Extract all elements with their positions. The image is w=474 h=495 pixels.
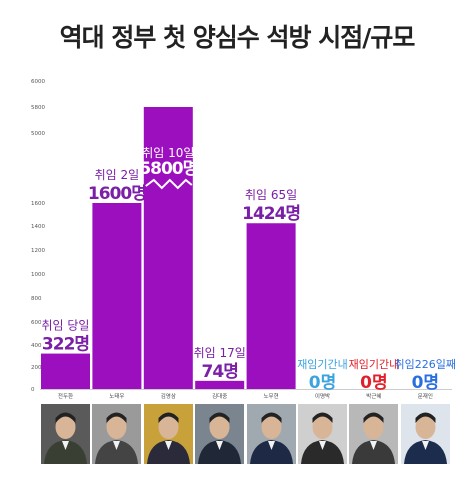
y-tick-label: 1400 bbox=[31, 224, 45, 230]
bar-period-label: 취임 65일 bbox=[245, 188, 297, 202]
bar-period-label: 취임 17일 bbox=[194, 346, 246, 360]
bar-period-label: 취임 2일 bbox=[95, 168, 140, 182]
y-tick-label: 6000 bbox=[31, 79, 45, 85]
x-tick-label: 노태우 bbox=[109, 392, 124, 400]
bar-노무현 bbox=[246, 223, 296, 389]
y-tick-label: 600 bbox=[31, 320, 42, 326]
y-tick-label: 5800 bbox=[31, 105, 45, 111]
y-tick-label: 1200 bbox=[31, 248, 45, 254]
bar-노태우 bbox=[92, 203, 142, 389]
bar-period-label: 취임 10일 bbox=[142, 146, 194, 160]
y-tick-label: 0 bbox=[31, 387, 35, 393]
bar-count-label: 322명 bbox=[42, 335, 89, 355]
chart-title: 역대 정부 첫 양심수 석방 시점/규모 bbox=[59, 23, 416, 52]
x-tick-label: 박근혜 bbox=[366, 392, 381, 400]
bar-period-label: 재임기간내 bbox=[349, 358, 400, 371]
x-tick-label: 김영삼 bbox=[161, 392, 176, 400]
y-tick-label: 200 bbox=[31, 365, 42, 371]
bar-count-label: 74명 bbox=[202, 362, 238, 382]
bar-김영삼 bbox=[143, 107, 193, 389]
bar-count-label: 5800명 bbox=[139, 159, 197, 179]
x-tick-label: 김대중 bbox=[212, 392, 227, 400]
bar-전두환 bbox=[41, 353, 90, 389]
x-tick-label: 노무현 bbox=[264, 392, 279, 400]
bar-김대중 bbox=[195, 380, 245, 389]
bar-count-label: 0명 bbox=[309, 373, 336, 393]
y-tick-label: 800 bbox=[31, 296, 42, 302]
bar-count-label: 0명 bbox=[412, 373, 439, 393]
bar-period-label: 취임 당일 bbox=[42, 319, 90, 333]
portrait-lee bbox=[298, 404, 347, 464]
bar-period-label: 재임기간내 bbox=[297, 358, 348, 371]
y-tick-label: 1600 bbox=[31, 201, 45, 207]
bar-count-label: 1600명 bbox=[88, 184, 146, 204]
portrait-kim-dj bbox=[195, 404, 245, 464]
portrait-chun bbox=[41, 404, 90, 464]
bar-count-label: 0명 bbox=[360, 373, 387, 393]
portrait-kim-ys bbox=[143, 404, 193, 464]
y-tick-label: 1000 bbox=[31, 272, 45, 278]
x-tick-label: 이명박 bbox=[315, 392, 330, 400]
bar-count-label: 1424명 bbox=[242, 204, 300, 224]
y-tick-label: 400 bbox=[31, 343, 42, 349]
axis-break-mark bbox=[145, 178, 193, 190]
x-tick-label: 전두환 bbox=[58, 392, 73, 400]
y-tick-label: 5000 bbox=[31, 131, 45, 137]
bar-period-label: 취임226일째 bbox=[395, 357, 456, 371]
portrait-roh-tw bbox=[92, 404, 142, 464]
portrait-roh-mh bbox=[246, 404, 296, 464]
portrait-park bbox=[349, 404, 399, 464]
x-tick-label: 문재인 bbox=[418, 392, 433, 400]
portrait-moon bbox=[400, 404, 450, 464]
